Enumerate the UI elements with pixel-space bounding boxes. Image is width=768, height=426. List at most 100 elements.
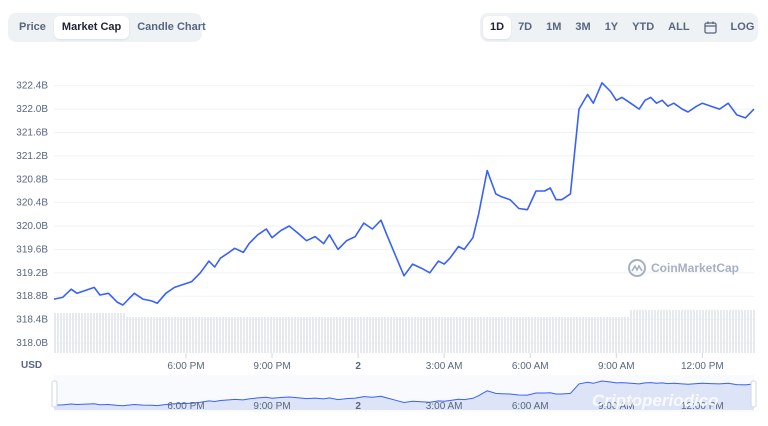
volume-bar: [450, 317, 452, 353]
volume-bar: [393, 317, 395, 353]
volume-bar: [519, 317, 521, 353]
volume-bar: [114, 313, 116, 353]
volume-bar: [468, 317, 470, 353]
volume-bar: [252, 317, 254, 353]
volume-bar: [339, 317, 341, 353]
volume-bar: [579, 317, 581, 353]
volume-bar: [183, 317, 185, 353]
volume-bar: [318, 317, 320, 353]
volume-bar: [306, 317, 308, 353]
volume-bar: [216, 317, 218, 353]
navigator-line: [53, 380, 755, 407]
volume-bar: [354, 317, 356, 353]
volume-bar: [510, 317, 512, 353]
volume-bar: [111, 313, 113, 353]
volume-bar: [126, 317, 128, 353]
volume-bar: [732, 310, 734, 353]
volume-bar: [678, 310, 680, 353]
volume-bar: [330, 317, 332, 353]
coinmarketcap-logo-icon: [628, 259, 646, 277]
volume-bar: [291, 317, 293, 353]
volume-bar: [177, 317, 179, 353]
range-3m-button[interactable]: 3M: [575, 21, 591, 33]
volume-bars: [54, 310, 755, 353]
tab-candle-chart[interactable]: Candle Chart: [137, 21, 206, 33]
volume-bar: [444, 317, 446, 353]
range-7d-button[interactable]: 7D: [518, 21, 533, 33]
volume-bar: [132, 317, 134, 353]
coinmarketcap-watermark: CoinMarketCap: [628, 259, 739, 277]
navigator-right-handle[interactable]: [750, 380, 757, 408]
volume-bar: [387, 317, 389, 353]
volume-bar: [204, 317, 206, 353]
y-tick-label: 321.2B: [16, 151, 48, 162]
y-tick-label: 320.8B: [16, 174, 48, 185]
volume-bar: [279, 317, 281, 353]
volume-bar: [258, 317, 260, 353]
volume-bar: [99, 313, 101, 353]
volume-bar: [582, 317, 584, 353]
volume-bar: [462, 317, 464, 353]
volume-bar: [636, 310, 638, 353]
x-tick-label: 2: [355, 361, 361, 372]
volume-bar: [312, 317, 314, 353]
volume-bar: [567, 317, 569, 353]
y-tick-label: 318.0B: [16, 338, 48, 349]
volume-bar: [150, 317, 152, 353]
volume-bar: [711, 310, 713, 353]
volume-bar: [414, 317, 416, 353]
volume-bar: [687, 310, 689, 353]
volume-bar: [504, 317, 506, 353]
volume-bar: [333, 317, 335, 353]
navigator-left-handle[interactable]: [51, 380, 58, 408]
volume-bar: [717, 310, 719, 353]
volume-bar: [81, 313, 83, 353]
volume-bar: [192, 317, 194, 353]
volume-bar: [195, 317, 197, 353]
volume-bar: [663, 310, 665, 353]
volume-bar: [372, 317, 374, 353]
volume-bar: [477, 317, 479, 353]
volume-bar: [651, 310, 653, 353]
log-scale-toggle[interactable]: LOG: [730, 21, 755, 33]
range-ytd-button[interactable]: YTD: [632, 21, 655, 33]
calendar-button[interactable]: [697, 16, 724, 39]
volume-bar: [588, 317, 590, 353]
volume-bar: [363, 317, 365, 353]
navigator[interactable]: 6:00 PM 9:00 PM 2 3:00 AM 6:00 AM 9:00 AM 12:0…: [51, 375, 757, 412]
volume-bar: [201, 317, 203, 353]
volume-bar: [696, 310, 698, 353]
volume-bar: [57, 313, 59, 353]
volume-bar: [102, 313, 104, 353]
volume-bar: [117, 313, 119, 353]
volume-bar: [276, 317, 278, 353]
volume-bar: [210, 317, 212, 353]
volume-bar: [159, 317, 161, 353]
y-tick-label: 319.6B: [16, 244, 48, 255]
volume-bar: [666, 310, 668, 353]
volume-bar: [459, 317, 461, 353]
volume-bar: [456, 317, 458, 353]
volume-bar: [726, 310, 728, 353]
volume-bar: [753, 310, 755, 353]
volume-bar: [693, 310, 695, 353]
volume-bar: [165, 317, 167, 353]
volume-bar: [78, 313, 80, 353]
volume-bar: [483, 317, 485, 353]
volume-bar: [675, 310, 677, 353]
range-1m-button[interactable]: 1M: [546, 21, 562, 33]
tab-market-cap[interactable]: Market Cap: [53, 16, 130, 39]
range-1d-button[interactable]: 1D: [483, 16, 512, 39]
tab-price[interactable]: Price: [19, 21, 46, 33]
range-all-button[interactable]: ALL: [668, 21, 690, 33]
volume-bar: [120, 313, 122, 353]
volume-bar: [621, 317, 623, 353]
volume-bar: [342, 317, 344, 353]
volume-bar: [303, 317, 305, 353]
volume-bar: [144, 317, 146, 353]
volume-bar: [498, 317, 500, 353]
volume-bar: [429, 317, 431, 353]
volume-bar: [669, 310, 671, 353]
range-1y-button[interactable]: 1Y: [604, 21, 619, 33]
volume-bar: [591, 317, 593, 353]
